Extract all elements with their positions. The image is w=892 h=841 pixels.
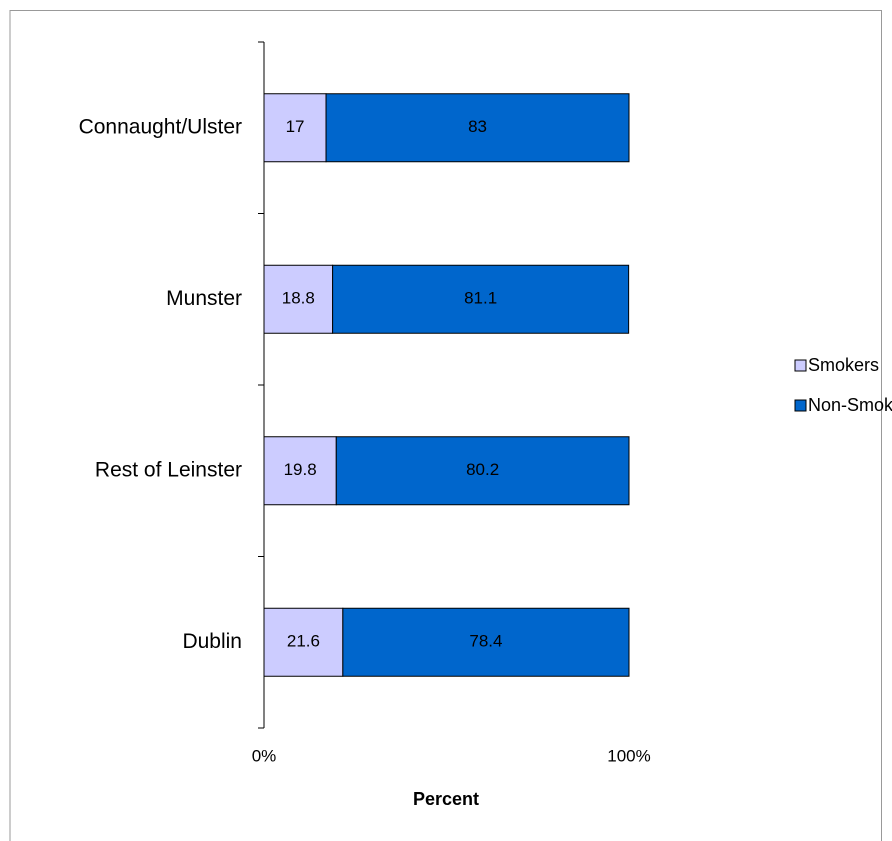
bar-segment — [263, 264, 334, 334]
bar-segment — [342, 607, 630, 677]
bar-segment — [332, 264, 630, 334]
bar-segment — [335, 436, 630, 506]
bar-segment — [263, 93, 327, 163]
legend-label: Non-Smokers — [808, 395, 892, 415]
bar-segment — [325, 93, 630, 163]
x-axis-title: Percent — [413, 789, 479, 809]
data-label: 17 — [286, 117, 305, 136]
legend-swatch — [794, 399, 807, 412]
data-label: 80.2 — [466, 460, 499, 479]
y-tick-label: Dublin — [182, 630, 242, 653]
data-label: 19.8 — [284, 460, 317, 479]
data-label: 21.6 — [287, 632, 320, 651]
data-label: 78.4 — [469, 632, 502, 651]
legend-swatch — [794, 359, 807, 372]
y-tick-label: Connaught/Ulster — [79, 115, 242, 138]
data-label: 81.1 — [464, 289, 497, 308]
x-tick-label: 100% — [607, 746, 650, 765]
y-tick-label: Munster — [166, 287, 242, 310]
data-label: 18.8 — [282, 289, 315, 308]
x-tick-label: 0% — [252, 746, 277, 765]
y-tick-label: Rest of Leinster — [95, 458, 242, 481]
data-label: 83 — [468, 117, 487, 136]
chart-border — [9, 10, 882, 841]
legend-label: Smokers — [808, 355, 879, 375]
bar-segment — [263, 436, 337, 506]
